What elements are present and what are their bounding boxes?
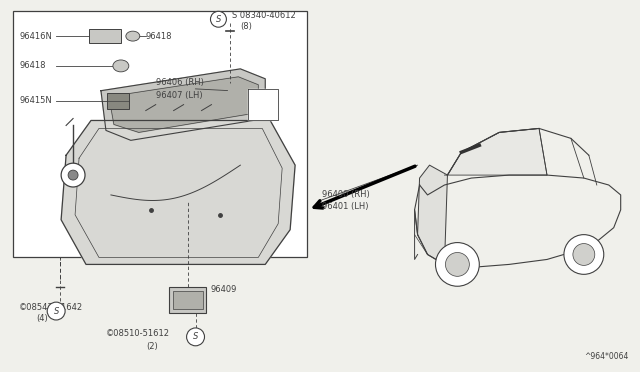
Text: 96415N: 96415N — [19, 96, 52, 105]
Text: 96409: 96409 — [211, 285, 237, 294]
Circle shape — [47, 302, 65, 320]
Circle shape — [61, 163, 85, 187]
Text: (8): (8) — [241, 22, 252, 31]
Circle shape — [187, 328, 205, 346]
Text: ©08510-51612: ©08510-51612 — [106, 329, 170, 339]
Text: (4): (4) — [36, 314, 48, 324]
Bar — [13, 11, 307, 257]
Text: 96401 (LH): 96401 (LH) — [322, 202, 369, 211]
Bar — [173, 291, 202, 309]
Circle shape — [435, 243, 479, 286]
Circle shape — [564, 235, 604, 274]
Bar — [89, 29, 121, 43]
Text: (2): (2) — [146, 342, 157, 351]
Text: ^964*0064: ^964*0064 — [584, 352, 628, 361]
Circle shape — [573, 244, 595, 265]
Text: 96416N: 96416N — [19, 32, 52, 41]
Ellipse shape — [113, 60, 129, 72]
Circle shape — [445, 253, 469, 276]
Text: 96400 (RH): 96400 (RH) — [322, 190, 370, 199]
Circle shape — [68, 170, 78, 180]
Ellipse shape — [126, 31, 140, 41]
Text: 96406 (RH): 96406 (RH) — [156, 78, 204, 87]
Text: ©08543-51642: ©08543-51642 — [19, 302, 83, 312]
Text: 96407 (LH): 96407 (LH) — [156, 91, 202, 100]
Polygon shape — [61, 121, 295, 264]
Polygon shape — [417, 165, 447, 264]
Polygon shape — [444, 128, 547, 175]
Circle shape — [211, 11, 227, 27]
Polygon shape — [101, 69, 265, 140]
Bar — [107, 93, 129, 109]
Polygon shape — [109, 77, 259, 132]
Polygon shape — [248, 89, 278, 121]
Text: 96418: 96418 — [19, 61, 46, 70]
Text: S: S — [193, 332, 198, 341]
Text: S: S — [54, 307, 59, 315]
Text: S: S — [216, 15, 221, 24]
Text: 96418: 96418 — [146, 32, 172, 41]
Bar — [169, 287, 207, 313]
Text: S 08340-40612: S 08340-40612 — [232, 11, 296, 20]
